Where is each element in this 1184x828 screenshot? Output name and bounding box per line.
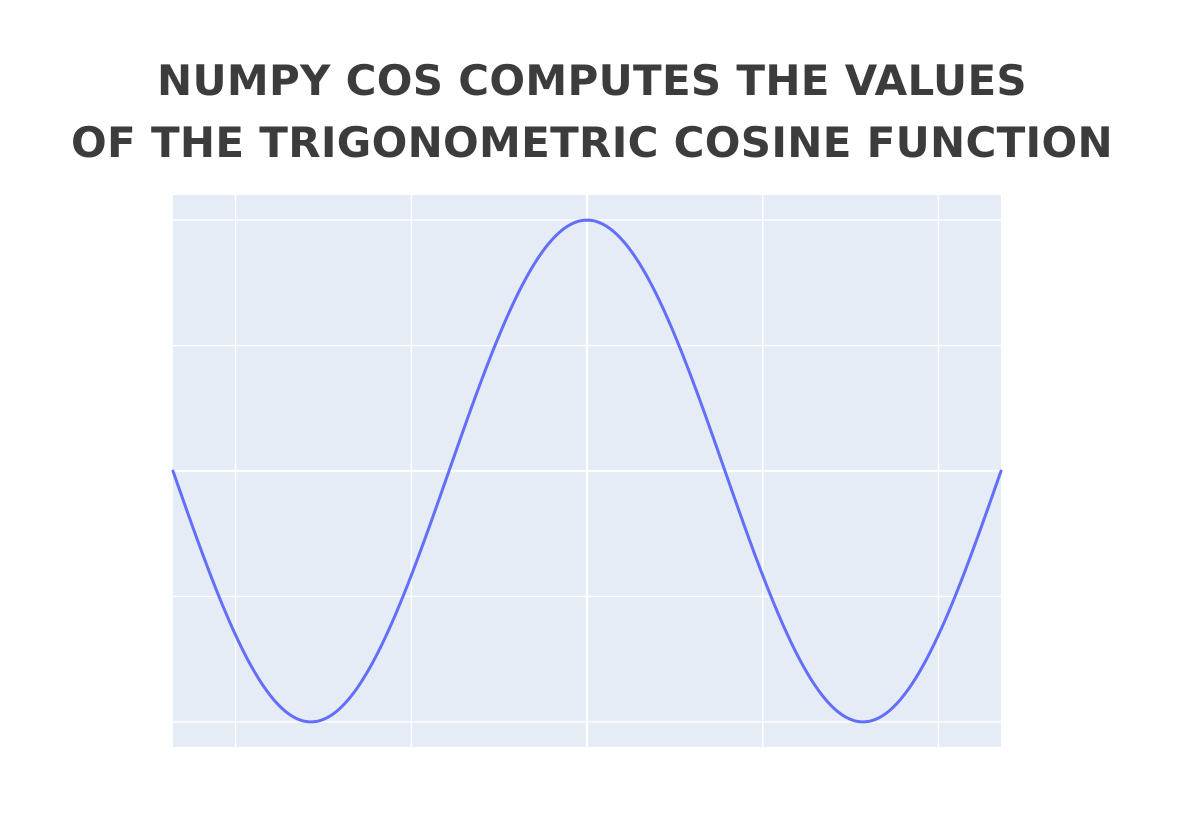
chart-title-line-1: NUMPY COS COMPUTES THE VALUES — [157, 56, 1027, 105]
chart-title: NUMPY COS COMPUTES THE VALUES OF THE TRI… — [0, 50, 1184, 174]
cosine-curve — [171, 218, 1003, 724]
chart-title-line-2: OF THE TRIGONOMETRIC COSINE FUNCTION — [71, 118, 1113, 167]
